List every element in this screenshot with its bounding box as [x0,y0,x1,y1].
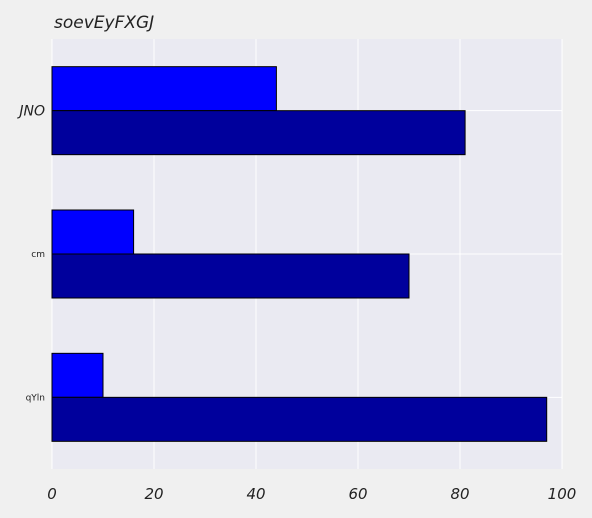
x-tick-label: 80 [450,485,469,503]
x-tick-label: 100 [548,485,577,503]
y-tick-labels: JNO cm qYln [16,104,45,404]
x-tick-label: 20 [144,485,163,503]
bar-series2 [51,253,410,299]
x-tick-label: 40 [246,485,265,503]
bars [51,66,548,442]
chart-title: soevEyFXGJ [54,13,154,33]
y-tick-label: JNO [16,104,45,120]
y-tick-label: qYln [26,393,45,403]
y-tick-label: cm [31,250,45,260]
x-tick-labels: 0 20 40 60 80 100 [47,485,576,503]
bar-series2 [51,110,466,156]
bar-series2 [51,396,548,442]
bar-series1 [51,352,104,398]
bar-series1 [51,209,135,255]
x-tick-label: 0 [47,485,57,503]
x-tick-label: 60 [348,485,367,503]
bar-series1 [51,66,277,112]
